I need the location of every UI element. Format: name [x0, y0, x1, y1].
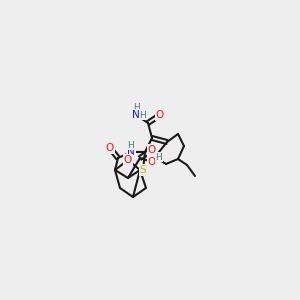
Text: H: H	[156, 152, 162, 161]
Text: H: H	[133, 103, 140, 112]
Text: N: N	[127, 147, 135, 157]
Text: O: O	[124, 155, 132, 165]
Text: O: O	[156, 110, 164, 120]
Text: H: H	[140, 110, 146, 119]
Text: S: S	[140, 165, 146, 175]
Text: H: H	[128, 140, 134, 149]
Text: O: O	[148, 145, 156, 155]
Text: N: N	[132, 110, 140, 120]
Text: O: O	[148, 157, 156, 167]
Text: O: O	[106, 143, 114, 153]
